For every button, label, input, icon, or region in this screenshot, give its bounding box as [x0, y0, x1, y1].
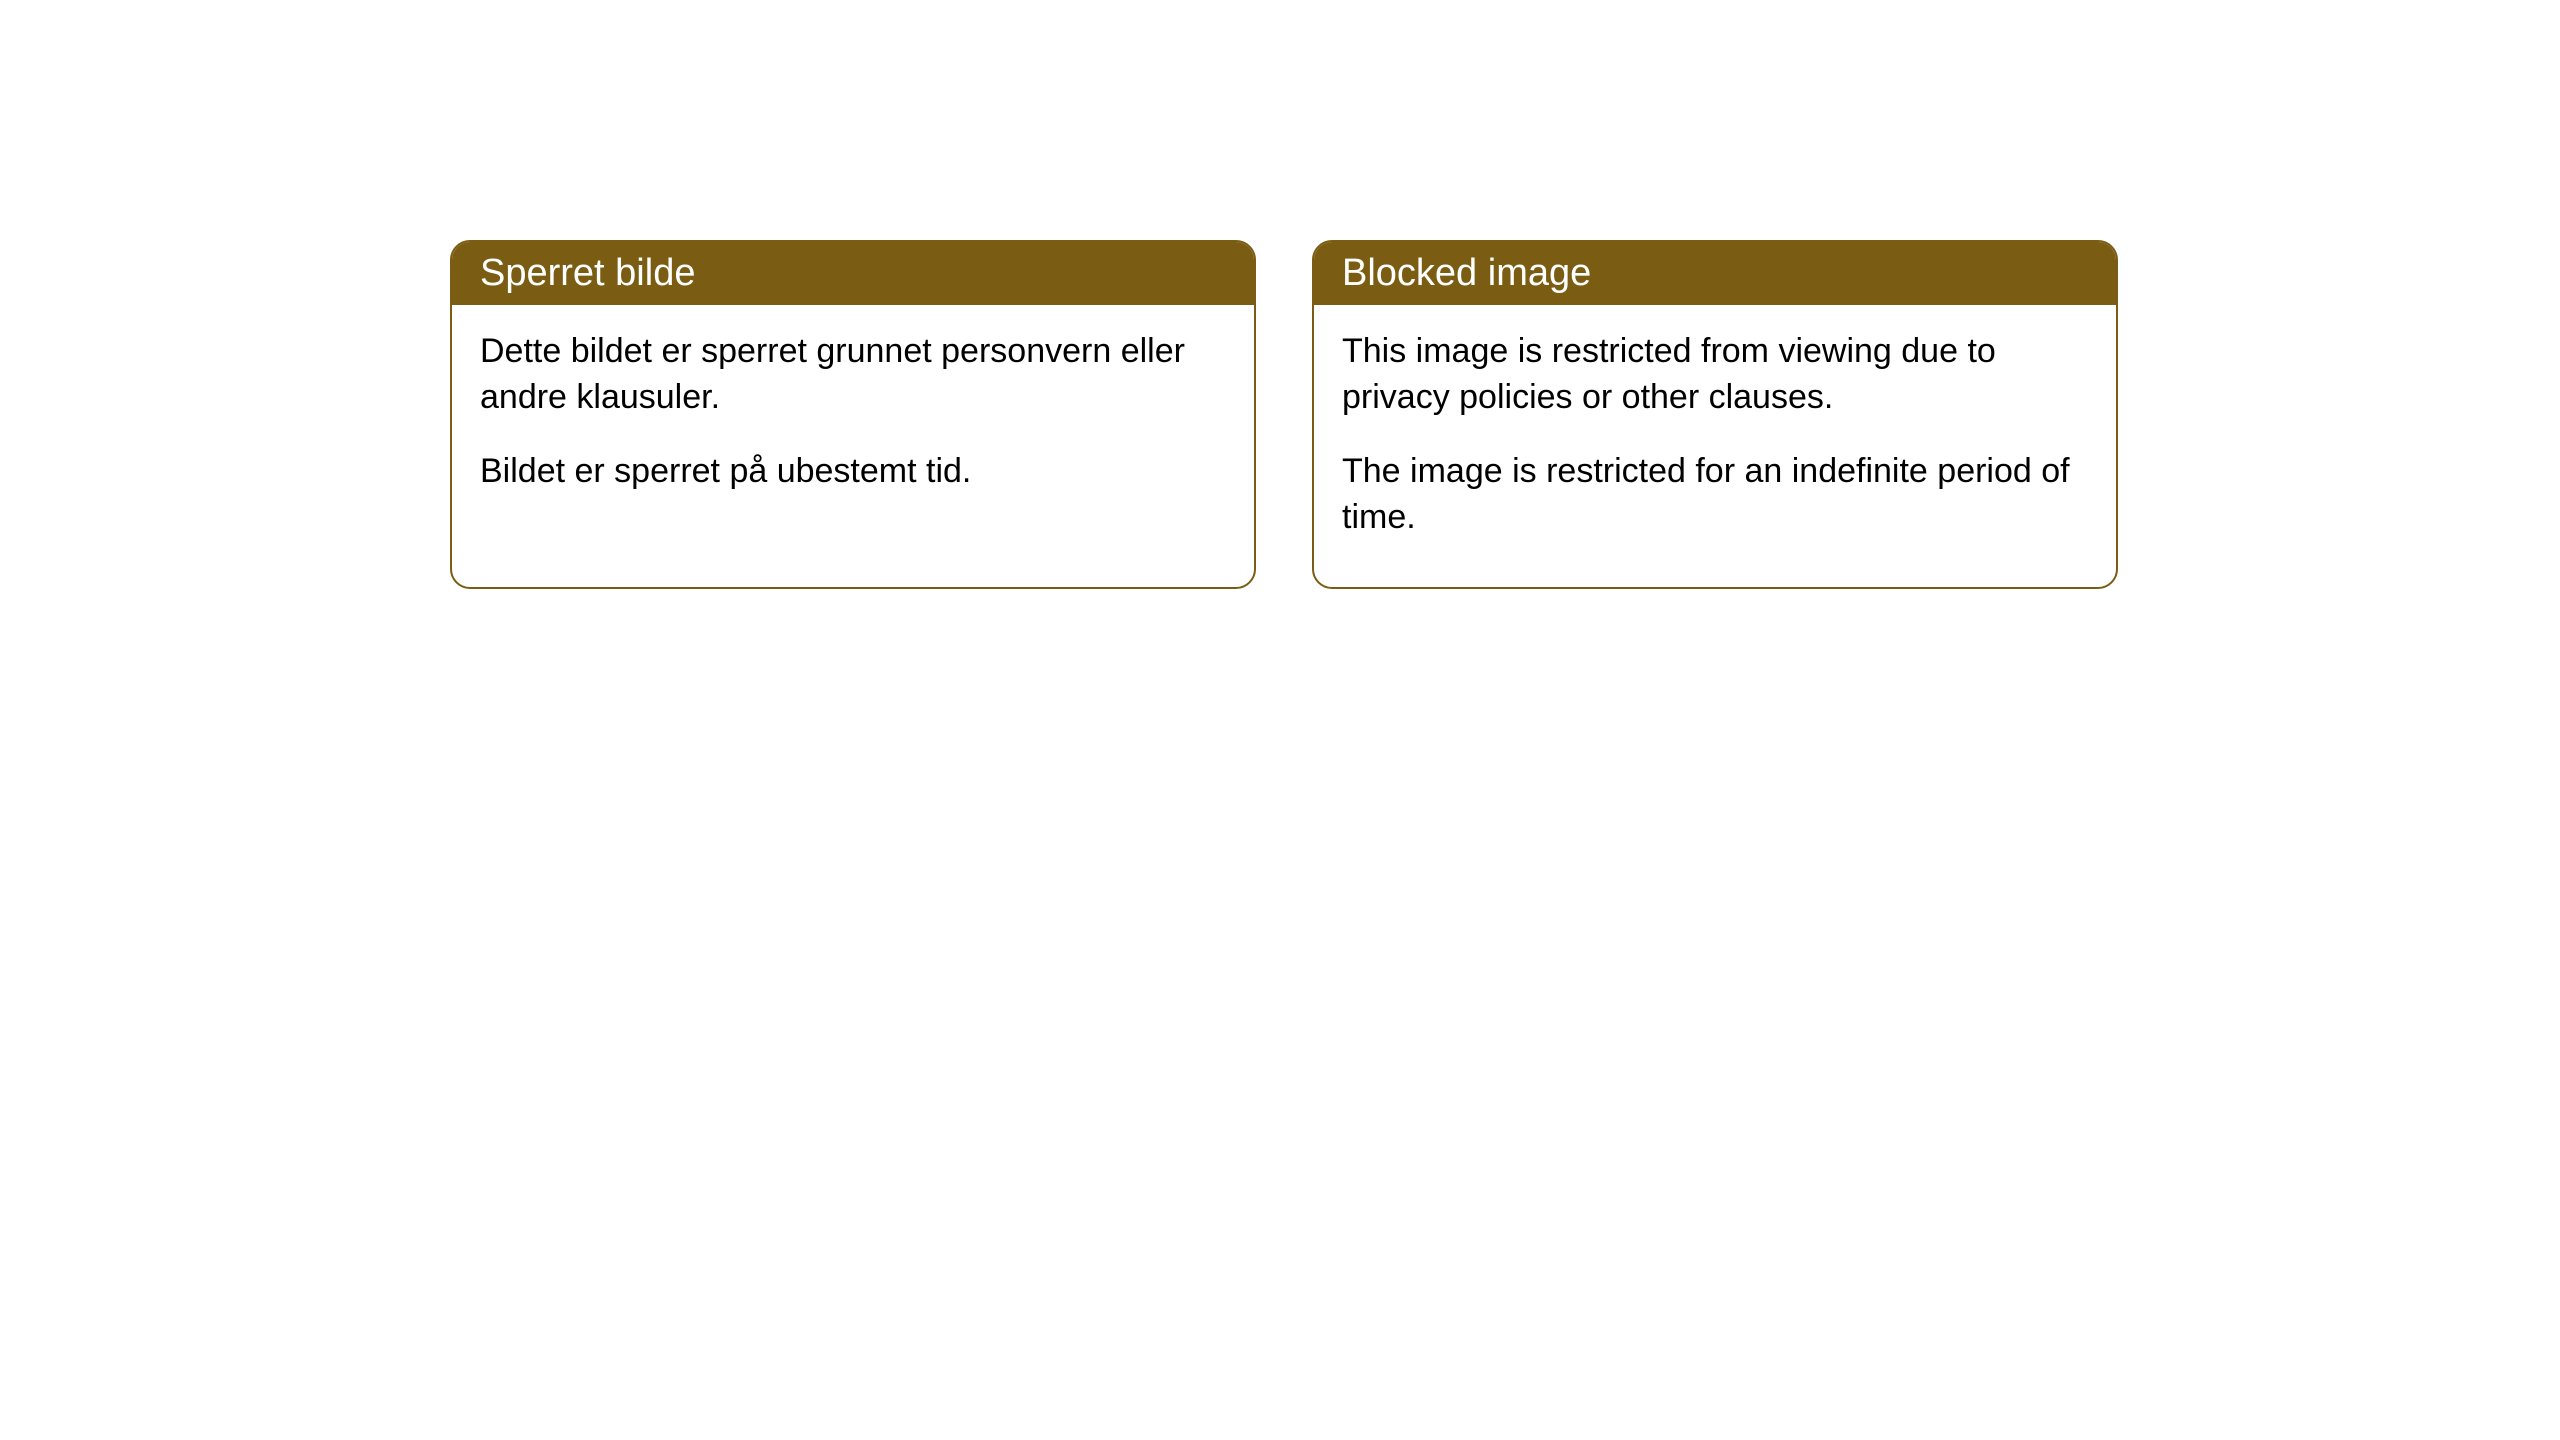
card-body: This image is restricted from viewing du… [1314, 305, 2116, 587]
blocked-image-card-english: Blocked image This image is restricted f… [1312, 240, 2118, 589]
card-paragraph: This image is restricted from viewing du… [1342, 329, 2088, 421]
blocked-image-card-norwegian: Sperret bilde Dette bildet er sperret gr… [450, 240, 1256, 589]
card-title: Sperret bilde [452, 242, 1254, 305]
card-paragraph: Dette bildet er sperret grunnet personve… [480, 329, 1226, 421]
card-paragraph: Bildet er sperret på ubestemt tid. [480, 449, 1226, 495]
cards-container: Sperret bilde Dette bildet er sperret gr… [450, 240, 2118, 589]
card-title: Blocked image [1314, 242, 2116, 305]
card-body: Dette bildet er sperret grunnet personve… [452, 305, 1254, 541]
card-paragraph: The image is restricted for an indefinit… [1342, 449, 2088, 541]
